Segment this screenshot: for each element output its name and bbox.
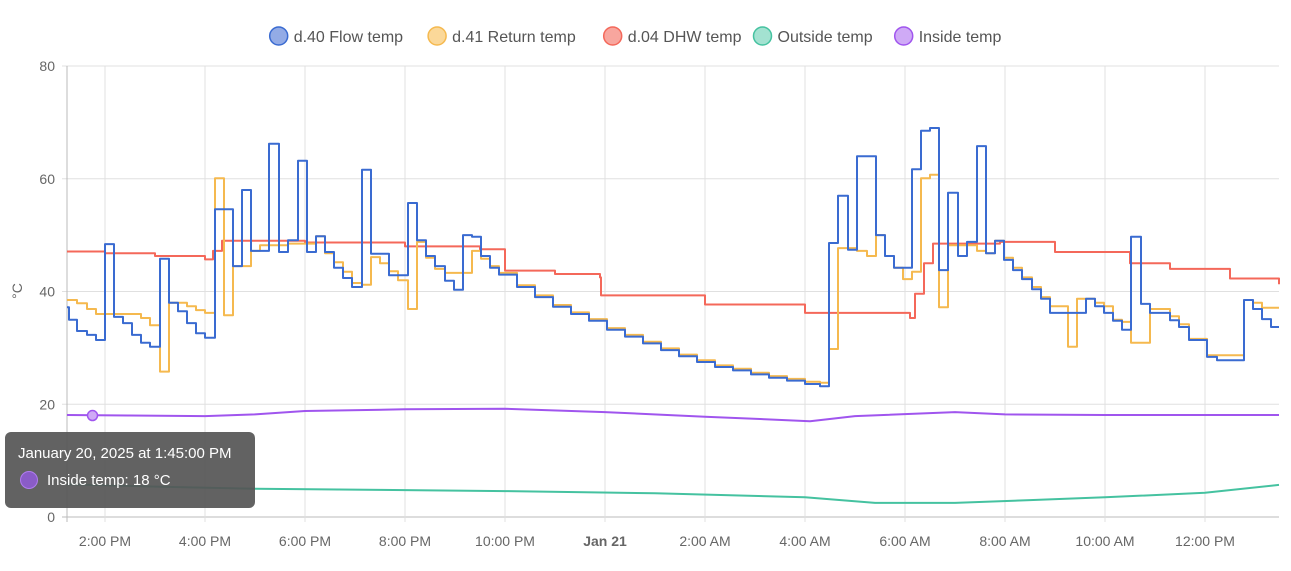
x-tick-label: 6:00 AM <box>879 533 930 549</box>
y-tick-label: 20 <box>39 396 55 412</box>
legend-item[interactable]: Outside temp <box>752 26 873 46</box>
x-tick-label: 2:00 AM <box>679 533 730 549</box>
hover-point <box>86 409 99 422</box>
x-tick-label: 4:00 AM <box>779 533 830 549</box>
legend-item[interactable]: d.41 Return temp <box>427 26 576 46</box>
y-axis: 0 20 40 60 80 <box>39 58 55 525</box>
grid <box>62 65 1279 522</box>
x-tick-label: 8:00 AM <box>979 533 1030 549</box>
series-lines <box>66 127 1280 504</box>
series-line-d-41-return-temp <box>67 173 1279 384</box>
legend-dot <box>752 26 773 46</box>
x-axis: 2:00 PM 4:00 PM 6:00 PM 8:00 PM 10:00 PM Jan … <box>79 533 1235 549</box>
legend-dot <box>893 26 914 46</box>
y-tick-label: 0 <box>47 509 55 525</box>
legend: d.40 Flow temp d.41 Return temp d.04 DHW t… <box>268 26 1002 46</box>
x-tick-label: 10:00 PM <box>475 533 535 549</box>
legend-label: d.40 Flow temp <box>294 29 403 46</box>
x-tick-label: 4:00 PM <box>179 533 231 549</box>
series-line-outside-temp <box>66 483 1280 504</box>
legend-item[interactable]: d.04 DHW temp <box>602 26 742 46</box>
x-tick-label: Jan 21 <box>583 533 627 549</box>
legend-item[interactable]: Inside temp <box>893 26 1002 46</box>
series-line-inside-temp <box>66 407 1279 423</box>
x-tick-label: 10:00 AM <box>1075 533 1134 549</box>
legend-item[interactable]: d.40 Flow temp <box>268 26 403 46</box>
legend-dot <box>602 26 623 46</box>
series-line-d-40-flow-temp <box>67 127 1279 388</box>
legend-dot <box>268 26 289 46</box>
tooltip-series-dot <box>20 471 38 489</box>
y-tick-label: 40 <box>39 284 55 300</box>
legend-label: Inside temp <box>919 29 1002 46</box>
legend-label: Outside temp <box>778 29 873 46</box>
x-tick-label: 6:00 PM <box>279 533 331 549</box>
series-line-d-04-dhw-temp <box>67 239 1280 319</box>
legend-dot <box>427 26 447 46</box>
y-tick-label: 80 <box>39 58 55 74</box>
tooltip-value: Inside temp: 18 °C <box>47 472 171 489</box>
x-tick-label: 2:00 PM <box>79 533 131 549</box>
tooltip-title: January 20, 2025 at 1:45:00 PM <box>18 445 232 462</box>
x-tick-label: 8:00 PM <box>379 533 431 549</box>
x-tick-label: 12:00 PM <box>1175 533 1235 549</box>
tooltip: January 20, 2025 at 1:45:00 PM Inside te… <box>5 432 255 508</box>
y-tick-label: 60 <box>39 171 55 187</box>
y-axis-label: °C <box>9 283 25 299</box>
legend-label: d.04 DHW temp <box>628 29 742 46</box>
legend-label: d.41 Return temp <box>452 29 576 46</box>
